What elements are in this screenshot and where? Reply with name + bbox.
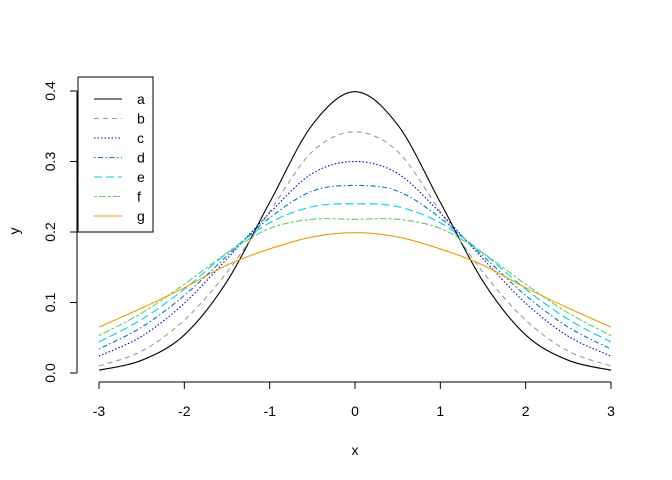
legend-label-b: b — [137, 111, 145, 127]
series-line-f — [98, 218, 612, 337]
x-tick-label: 1 — [436, 403, 444, 419]
series-lines — [98, 91, 612, 371]
axes — [76, 91, 611, 383]
x-tick-label: -2 — [178, 403, 191, 419]
legend-label-g: g — [137, 208, 145, 224]
series-line-d — [98, 184, 612, 350]
legend-label-f: f — [137, 189, 141, 205]
series-line-b — [98, 131, 612, 367]
series-line-g — [98, 232, 612, 328]
y-tick-label: 0.0 — [42, 363, 58, 383]
y-ticks: 0.0 0.1 0.2 0.3 0.4 — [42, 81, 77, 383]
legend-label-d: d — [137, 150, 145, 166]
x-ticks: -3 -2 -1 0 1 2 3 — [93, 382, 615, 419]
y-tick-label: 0.2 — [42, 222, 58, 242]
series-line-c — [98, 160, 612, 357]
x-tick-label: 3 — [607, 403, 615, 419]
y-tick-label: 0.4 — [42, 81, 58, 101]
legend-label-a: a — [137, 91, 145, 107]
y-tick-label: 0.1 — [42, 293, 58, 313]
x-tick-label: -3 — [93, 403, 106, 419]
x-tick-label: -1 — [263, 403, 276, 419]
x-tick-label: 2 — [522, 403, 530, 419]
x-axis-title: x — [352, 442, 359, 458]
legend-label-c: c — [137, 130, 144, 146]
legend-label-e: e — [137, 169, 145, 185]
series-line-a — [98, 91, 612, 371]
y-tick-label: 0.3 — [42, 152, 58, 172]
legend-box — [77, 76, 154, 233]
x-tick-label: 0 — [351, 403, 359, 419]
series-line-e — [98, 203, 612, 343]
y-axis-title: y — [6, 228, 22, 235]
